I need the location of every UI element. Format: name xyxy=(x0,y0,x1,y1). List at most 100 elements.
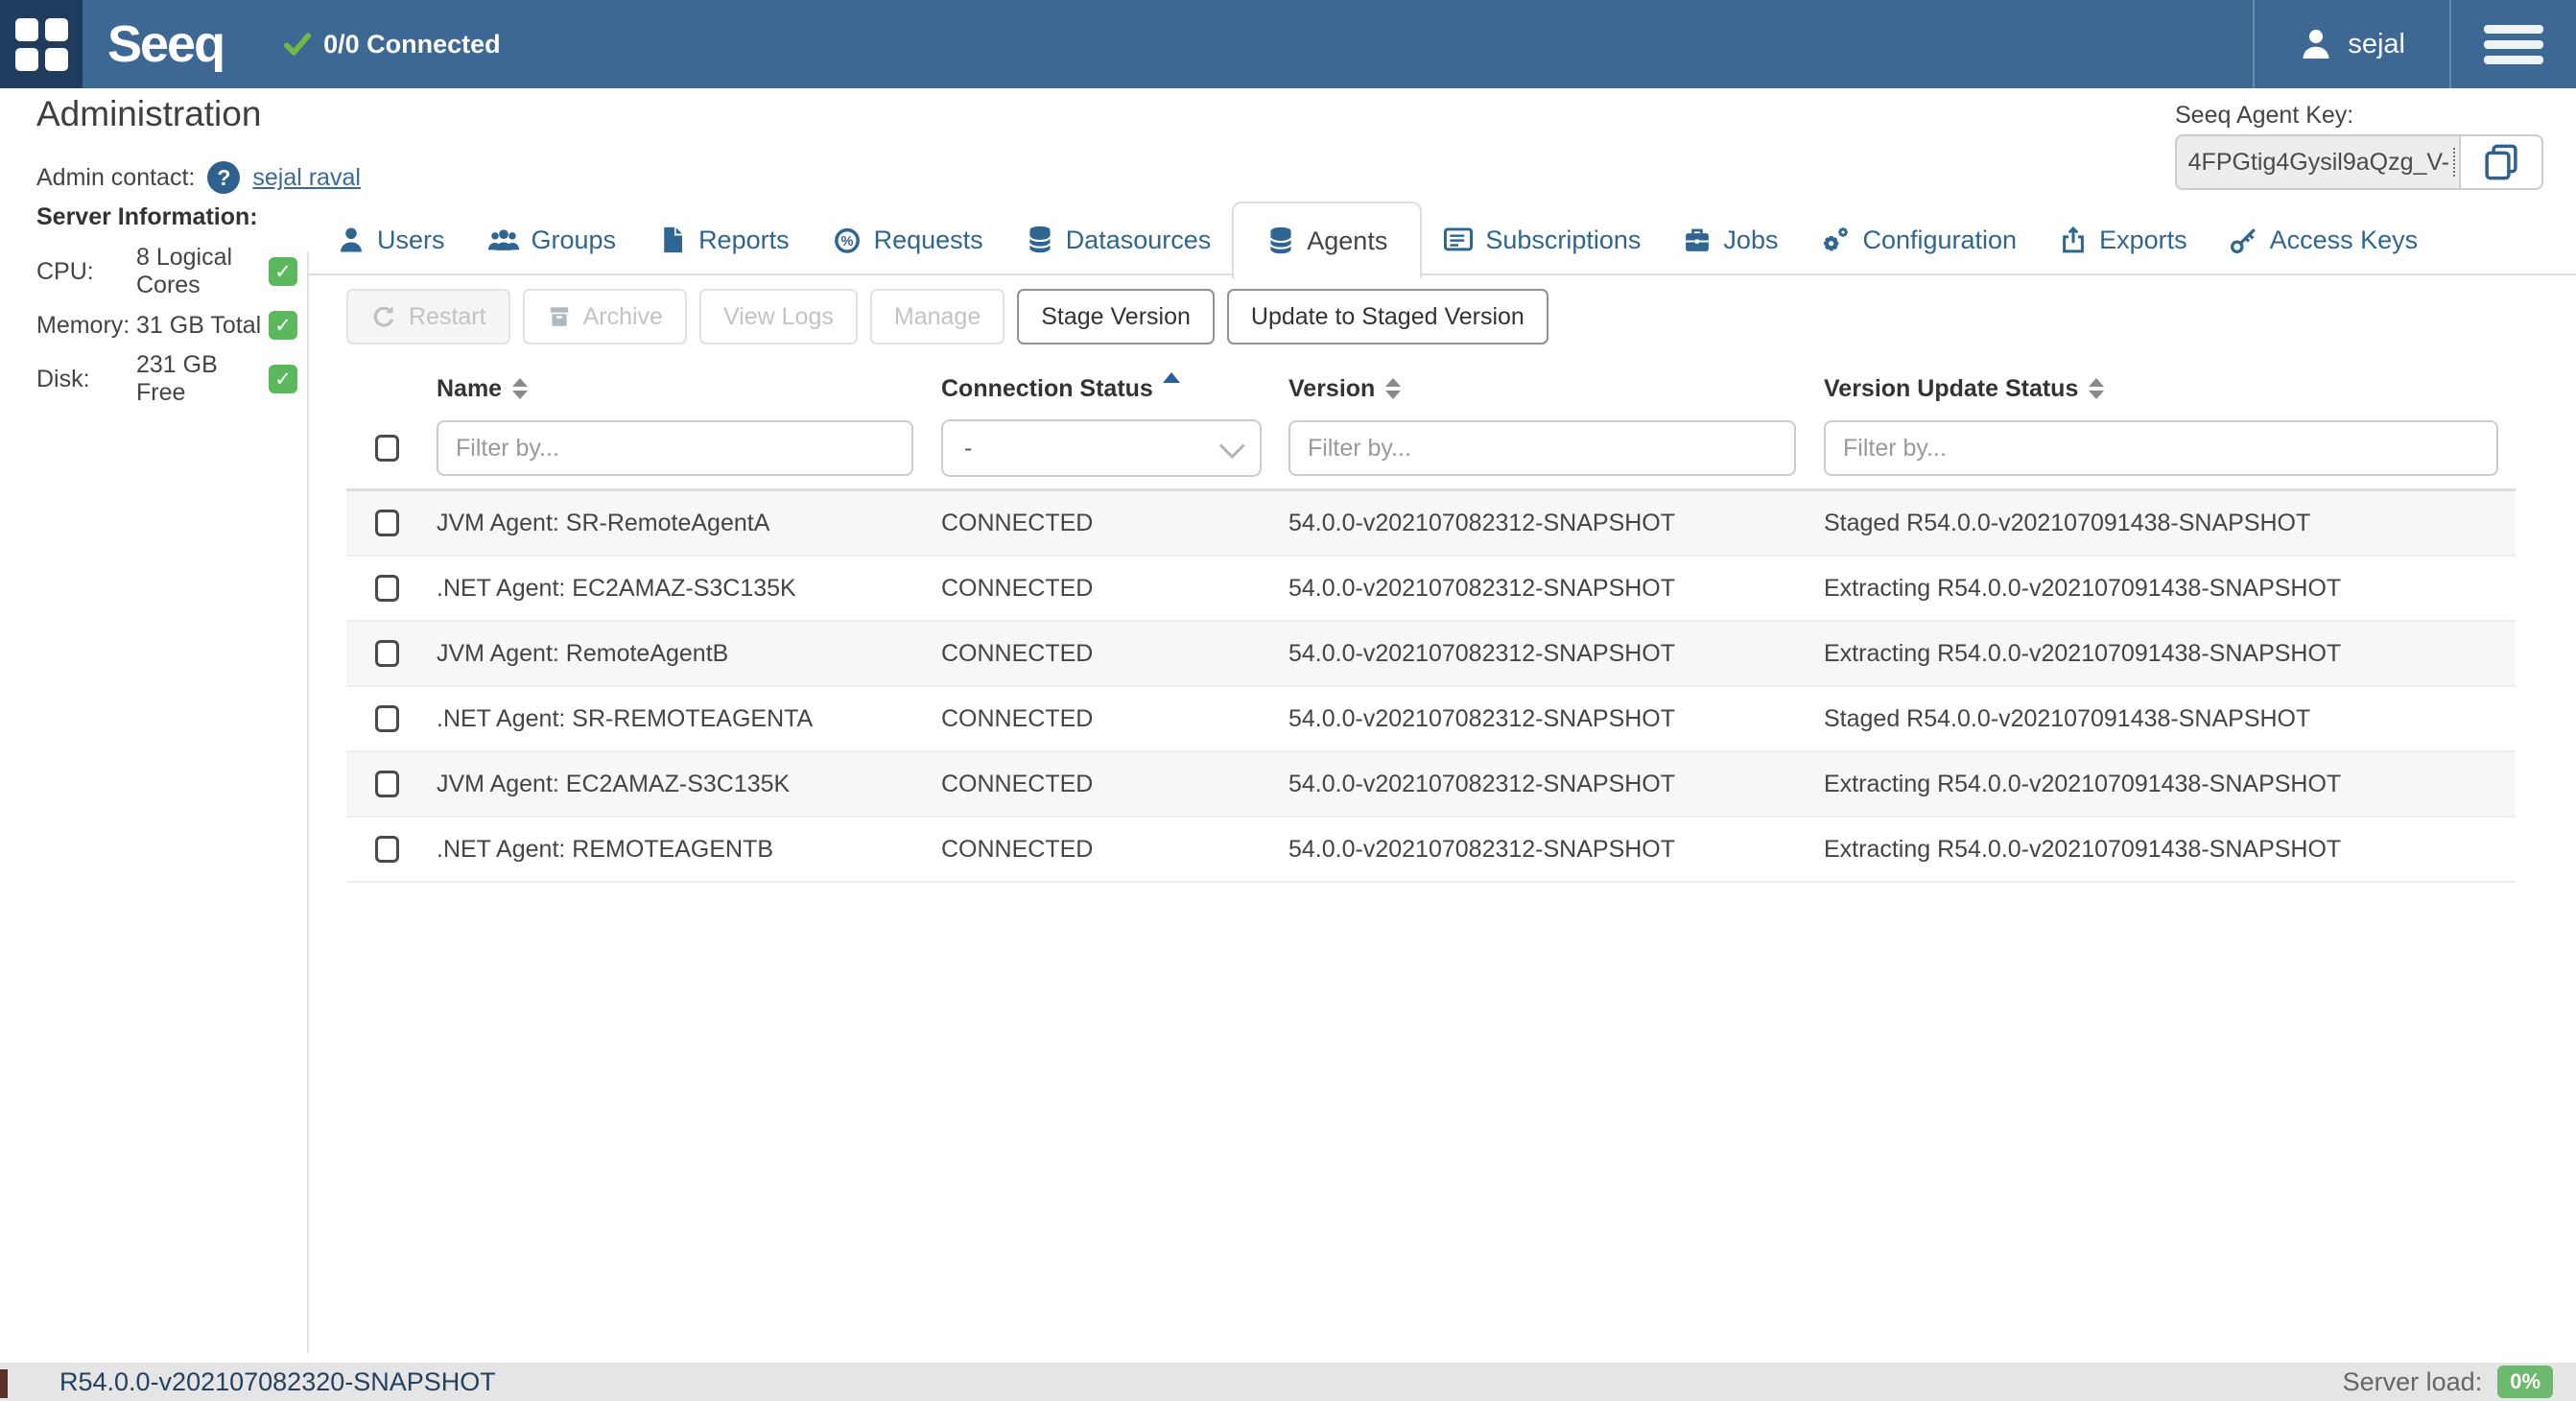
server-load-label: Server load: xyxy=(2342,1366,2483,1396)
briefcase-icon xyxy=(1686,228,1710,251)
users-group-icon xyxy=(487,229,519,250)
memory-ok-icon: ✓ xyxy=(269,311,297,340)
disk-ok-icon: ✓ xyxy=(269,365,297,393)
table-separator xyxy=(346,488,2516,491)
checkmark-icon xyxy=(284,33,312,56)
hamburger-menu-button[interactable] xyxy=(2451,0,2576,88)
table-filter-row: - xyxy=(346,410,2516,487)
row-checkbox[interactable] xyxy=(375,705,399,732)
view-logs-button[interactable]: View Logs xyxy=(698,289,858,344)
sort-ascending-icon xyxy=(1162,371,1180,383)
update-to-staged-version-button[interactable]: Update to Staged Version xyxy=(1226,289,1548,344)
tab-access-keys[interactable]: Access Keys xyxy=(2209,204,2440,275)
admin-contact: Admin contact: ? sejal raval xyxy=(36,161,361,194)
status-bar: R54.0.0-v202107082320-SNAPSHOT Server lo… xyxy=(0,1363,2576,1401)
user-menu[interactable]: sejal xyxy=(2255,0,2449,88)
archive-icon xyxy=(550,307,568,326)
question-circle-icon[interactable]: ? xyxy=(207,161,241,194)
copy-icon xyxy=(2485,144,2517,180)
server-load-badge[interactable]: 0% xyxy=(2497,1365,2553,1398)
table-row[interactable]: JVM Agent: RemoteAgentB CONNECTED 54.0.0… xyxy=(346,622,2516,687)
connection-status-filter-select[interactable]: - xyxy=(941,419,1262,477)
table-row[interactable]: .NET Agent: SR-REMOTEAGENTA CONNECTED 54… xyxy=(346,687,2516,752)
row-checkbox[interactable] xyxy=(375,836,399,863)
column-header-version-update-status[interactable]: Version Update Status xyxy=(1824,375,2516,403)
server-info-row-cpu: CPU: 8 Logical Cores ✓ xyxy=(36,244,297,298)
chevron-down-icon xyxy=(1218,432,1245,459)
sort-icon xyxy=(1385,378,1402,399)
agents-table: Name Connection Status Version Version U… xyxy=(346,368,2516,883)
navbar-divider xyxy=(2253,0,2256,88)
archive-button[interactable]: Archive xyxy=(522,289,687,344)
column-header-name[interactable]: Name xyxy=(437,375,941,403)
tab-reports[interactable]: Reports xyxy=(637,204,811,275)
restart-icon xyxy=(373,306,394,327)
requests-gauge-icon: % xyxy=(834,227,860,253)
tab-users[interactable]: Users xyxy=(316,204,466,275)
agent-key-value: 4FPGtig4Gysil9aQzg_V- xyxy=(2187,148,2449,176)
version-update-status-filter-input[interactable] xyxy=(1824,420,2498,476)
server-version: R54.0.0-v202107082320-SNAPSHOT xyxy=(59,1366,496,1396)
hamburger-icon xyxy=(2484,18,2543,71)
stage-version-button[interactable]: Stage Version xyxy=(1017,289,1215,344)
tab-agents[interactable]: Agents xyxy=(1232,202,1423,278)
tab-subscriptions[interactable]: Subscriptions xyxy=(1422,204,1662,275)
sidebar-divider xyxy=(307,251,309,1353)
server-info-row-disk: Disk: 231 GB Free ✓ xyxy=(36,351,297,406)
server-info-row-memory: Memory: 31 GB Total ✓ xyxy=(36,298,297,352)
tab-jobs[interactable]: Jobs xyxy=(1662,204,1799,275)
column-header-connection-status[interactable]: Connection Status xyxy=(941,371,1288,403)
navbar-right: sejal xyxy=(2253,0,2576,88)
table-row[interactable]: .NET Agent: EC2AMAZ-S3C135K CONNECTED 54… xyxy=(346,557,2516,622)
agents-toolbar: Restart Archive View Logs Manage Stage V… xyxy=(346,289,1548,344)
svg-text:%: % xyxy=(840,234,853,249)
tab-datasources[interactable]: Datasources xyxy=(1004,204,1233,275)
row-checkbox[interactable] xyxy=(375,771,399,797)
connected-label: 0/0 Connected xyxy=(323,29,501,59)
row-checkbox[interactable] xyxy=(375,575,399,602)
server-load: Server load: 0% xyxy=(2343,1365,2553,1398)
table-row[interactable]: JVM Agent: EC2AMAZ-S3C135K CONNECTED 54.… xyxy=(346,752,2516,818)
tabs-bottom-border xyxy=(308,273,2576,275)
restart-button[interactable]: Restart xyxy=(346,289,510,344)
agent-key-field[interactable]: 4FPGtig4Gysil9aQzg_V- xyxy=(2175,134,2459,190)
database-icon xyxy=(1028,226,1052,255)
admin-contact-label: Admin contact: xyxy=(36,163,196,191)
apps-menu-button[interactable] xyxy=(0,0,83,88)
row-checkbox[interactable] xyxy=(375,510,399,536)
user-icon xyxy=(2303,30,2329,59)
copy-agent-key-button[interactable] xyxy=(2459,134,2543,190)
row-checkbox[interactable] xyxy=(375,640,399,667)
report-file-icon xyxy=(664,226,683,253)
sort-icon xyxy=(512,378,529,399)
admin-tabs: Users Groups Reports % Requests Datasour… xyxy=(316,202,2440,278)
export-upload-icon xyxy=(2063,226,2084,253)
version-filter-input[interactable] xyxy=(1288,420,1796,476)
subscriptions-list-icon xyxy=(1444,227,1474,251)
manage-button[interactable]: Manage xyxy=(869,289,1005,344)
seeq-logo[interactable]: Seeq xyxy=(107,15,225,73)
page-title: Administration xyxy=(36,94,262,133)
table-row[interactable]: .NET Agent: REMOTEAGENTB CONNECTED 54.0.… xyxy=(346,818,2516,883)
table-row[interactable]: JVM Agent: SR-RemoteAgentA CONNECTED 54.… xyxy=(346,491,2516,557)
admin-contact-link[interactable]: sejal raval xyxy=(252,163,361,191)
text-caret xyxy=(2451,148,2455,177)
footer-left-marker xyxy=(0,1369,8,1398)
datasources-connected-status[interactable]: 0/0 Connected xyxy=(283,0,501,88)
tab-exports[interactable]: Exports xyxy=(2038,204,2209,275)
database-icon xyxy=(1269,226,1292,256)
user-icon xyxy=(341,227,362,252)
column-header-version[interactable]: Version xyxy=(1288,375,1824,403)
tab-requests[interactable]: % Requests xyxy=(811,204,1004,275)
grid-icon xyxy=(14,17,68,71)
select-all-checkbox[interactable] xyxy=(375,435,399,462)
tab-groups[interactable]: Groups xyxy=(466,204,638,275)
name-filter-input[interactable] xyxy=(437,420,913,476)
sort-icon xyxy=(2089,378,2105,399)
tab-configuration[interactable]: Configuration xyxy=(1799,204,2038,275)
navbar-divider xyxy=(2449,0,2451,88)
gears-icon xyxy=(1824,227,1849,251)
server-information: Server Information: CPU: 8 Logical Cores… xyxy=(36,203,297,406)
username: sejal xyxy=(2348,28,2405,59)
server-information-heading: Server Information: xyxy=(36,203,258,230)
